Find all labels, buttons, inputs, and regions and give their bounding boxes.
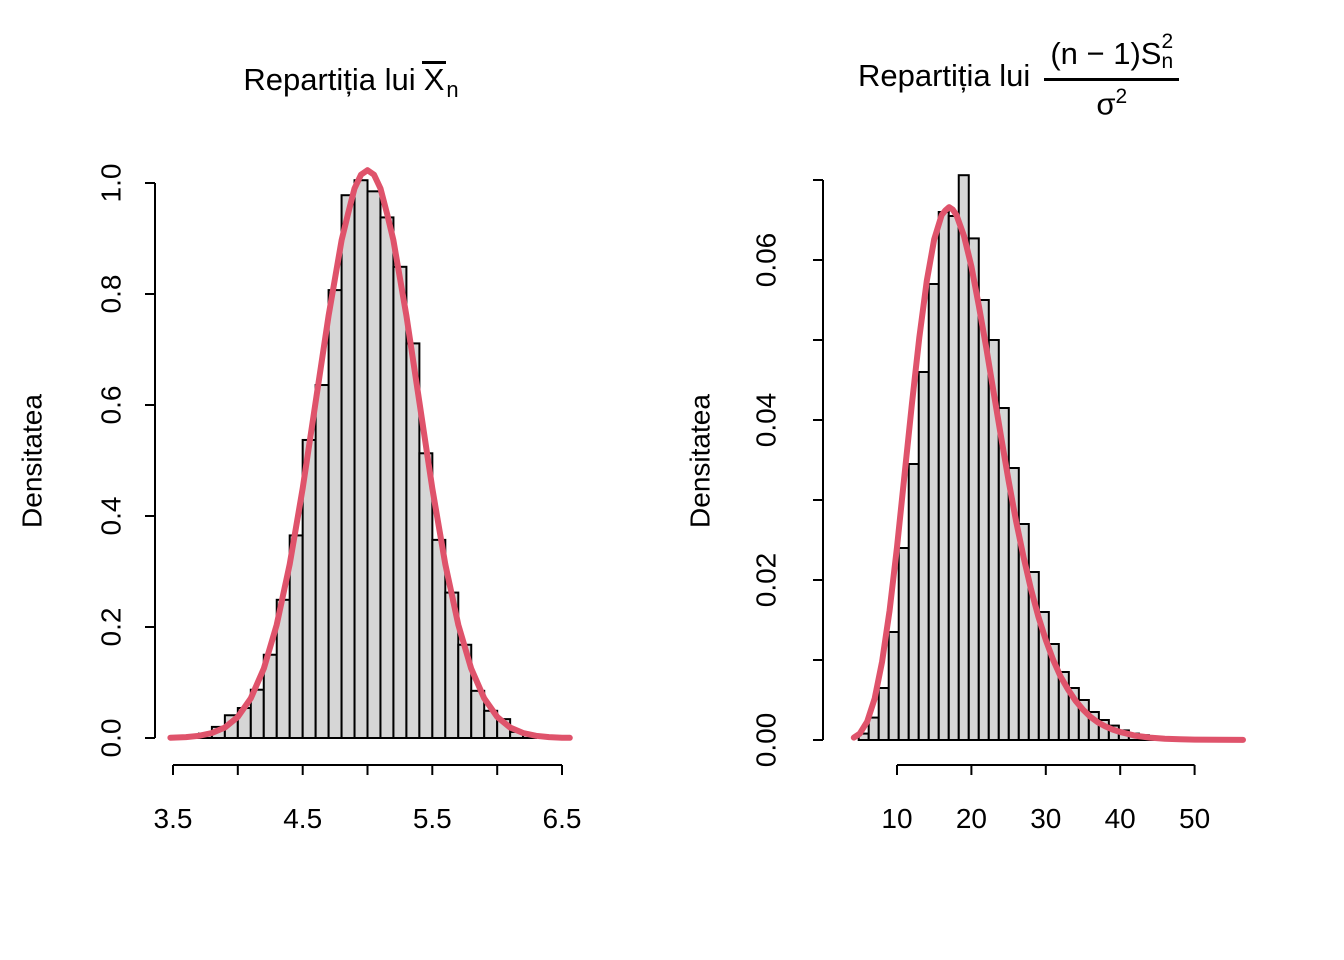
numerator-superscript: 2 (1161, 30, 1174, 53)
y-tick-label: 0.06 (750, 233, 781, 288)
histogram-bar (887, 631, 900, 741)
y-tick-label: 0.6 (95, 386, 126, 425)
y-tick-label: 0.02 (750, 553, 781, 608)
density-curve (167, 167, 573, 741)
right-plot-title: Repartiția lui (n − 1)S 2 n σ2 (858, 30, 1180, 122)
x-tick-label: 40 (1105, 803, 1136, 834)
histogram-bar (917, 371, 930, 741)
left-plot-title: Repartiția lui Xn (161, 56, 541, 104)
histogram-bar (877, 687, 890, 741)
x-tick-label: 4.5 (283, 803, 322, 834)
y-axis-title: Densitatea (684, 394, 715, 528)
fraction: (n − 1)S 2 n σ2 (1044, 30, 1180, 122)
x-tick-label: 5.5 (413, 803, 452, 834)
fraction-bar (1044, 78, 1180, 81)
x-tick-label: 20 (956, 803, 987, 834)
histogram-bar (927, 283, 940, 741)
left-title-prefix: Repartiția lui (243, 62, 416, 97)
y-tick-label: 0.00 (750, 713, 781, 768)
fraction-denominator: σ2 (1096, 81, 1127, 122)
x-tick-label: 50 (1179, 803, 1210, 834)
y-tick-label: 0.04 (750, 393, 781, 448)
fraction-numerator: (n − 1)S 2 n (1044, 30, 1179, 78)
histogram-bar (947, 215, 960, 741)
numerator-main: (n − 1)S (1050, 36, 1162, 71)
y-tick-label: 0.2 (95, 608, 126, 647)
histogram-bar (392, 265, 408, 739)
numerator-supsub: 2 n (1161, 30, 1174, 73)
x-tick-label: 3.5 (154, 803, 193, 834)
histogram-bar (314, 384, 330, 739)
histogram-bar (353, 179, 369, 740)
right-title-prefix: Repartiția lui (858, 58, 1031, 94)
y-tick-label: 0.4 (95, 497, 126, 536)
histogram-bar (937, 211, 950, 741)
histogram-bar (897, 547, 910, 741)
histogram-bar (431, 538, 447, 739)
histogram-bar (327, 289, 343, 739)
histogram-bar (379, 216, 395, 740)
y-axis-title: Densitatea (16, 394, 47, 528)
histogram-bar (907, 463, 920, 741)
y-tick-label: 1.0 (95, 164, 126, 203)
denominator-base: σ (1096, 86, 1116, 122)
y-tick-label: 0.8 (95, 275, 126, 314)
numerator-subscript: n (1161, 50, 1174, 73)
x-tick-label: 10 (881, 803, 912, 834)
density-curve (850, 204, 1246, 743)
histogram-bar (340, 194, 356, 739)
denominator-superscript: 2 (1115, 85, 1128, 108)
xbar-symbol: X (421, 61, 447, 97)
x-tick-label: 30 (1030, 803, 1061, 834)
xbar-subscript: n (446, 77, 459, 102)
y-tick-label: 0.0 (95, 719, 126, 758)
histogram-bar (418, 452, 434, 739)
x-tick-label: 6.5 (543, 803, 582, 834)
histogram-bar (366, 190, 382, 739)
